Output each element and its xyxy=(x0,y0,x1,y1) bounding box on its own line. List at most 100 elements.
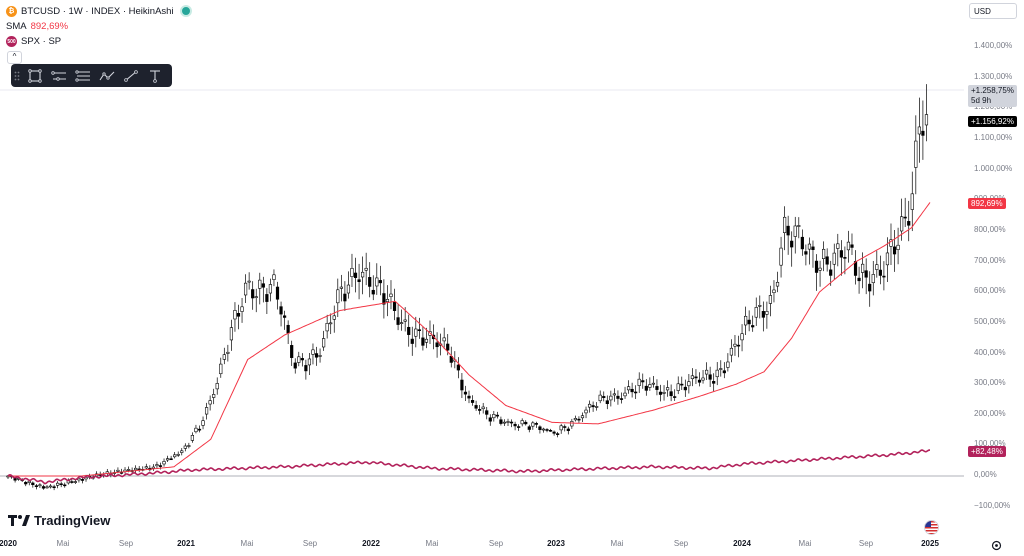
candle-body xyxy=(520,420,524,425)
candle-body xyxy=(790,240,794,248)
us-flag-icon[interactable] xyxy=(924,520,939,535)
drawing-toolbar xyxy=(11,64,172,87)
candle-body xyxy=(726,361,730,368)
candle-body xyxy=(839,250,843,258)
candle-body xyxy=(403,319,407,322)
candle-body xyxy=(339,286,343,289)
candle-body xyxy=(708,374,712,380)
candle-body xyxy=(747,319,751,325)
candle-body xyxy=(155,464,159,467)
candle-body xyxy=(538,426,542,430)
candle-body xyxy=(634,391,638,394)
candle-body xyxy=(300,358,304,361)
candle-body xyxy=(570,421,574,427)
sma-line xyxy=(8,202,931,477)
candle-body xyxy=(173,454,177,458)
candle-body xyxy=(907,221,911,226)
candle-body xyxy=(435,342,439,348)
candle-body xyxy=(59,483,63,486)
candle-body xyxy=(853,261,858,276)
gear-icon[interactable] xyxy=(991,538,1002,551)
symbol-legend[interactable]: ₿ BTCUSD · 1W · INDEX · HeikinAshi xyxy=(6,5,192,17)
candle-body xyxy=(474,405,478,409)
candle-body xyxy=(715,369,719,378)
time-axis-label: 2023 xyxy=(547,539,565,548)
candle-body xyxy=(680,383,684,386)
price-axis-label: 200,00% xyxy=(974,408,1006,418)
candle-body xyxy=(743,315,748,326)
spx-value-tag: +82,48% xyxy=(968,446,1006,457)
candle-body xyxy=(871,274,875,284)
candle-body xyxy=(226,351,230,354)
candle-body xyxy=(921,130,925,136)
trend-line-icon[interactable] xyxy=(119,64,143,87)
candle-body xyxy=(307,358,312,366)
candle-body xyxy=(375,277,379,287)
candle-body xyxy=(34,485,38,487)
compare-legend[interactable]: 500 SPX · SP xyxy=(6,36,61,47)
candle-body xyxy=(368,277,372,287)
candle-body xyxy=(353,272,358,278)
candle-body xyxy=(45,486,49,489)
collapse-legend-button[interactable]: ^ xyxy=(7,51,22,64)
candle-body xyxy=(382,293,386,305)
price-axis-label: 600,00% xyxy=(974,286,1006,296)
candle-body xyxy=(644,385,648,391)
currency-selector[interactable]: USD xyxy=(969,3,1017,19)
candle-body xyxy=(385,298,390,303)
candle-body xyxy=(665,387,670,391)
candle-body xyxy=(651,382,655,385)
candle-body xyxy=(212,394,216,398)
candle-body xyxy=(559,425,563,431)
candle-body xyxy=(261,283,265,288)
candle-body xyxy=(779,247,783,266)
candle-body xyxy=(251,289,255,299)
candle-body xyxy=(357,279,361,283)
price-axis-label: 1.400,00% xyxy=(974,41,1013,50)
candle-body xyxy=(602,396,606,398)
tradingview-logo[interactable]: TradingView xyxy=(8,513,110,528)
path-tool-icon[interactable] xyxy=(95,64,119,87)
candle-body xyxy=(900,216,904,232)
price-axis-label: 1.000,00% xyxy=(974,163,1013,173)
candle-body xyxy=(807,243,812,250)
candle-body xyxy=(704,369,709,375)
candle-body xyxy=(861,263,865,273)
price-axis-label: 0,00% xyxy=(974,470,997,480)
price-axis-label: 400,00% xyxy=(974,347,1006,357)
candle-body xyxy=(896,244,900,250)
candle-body xyxy=(885,252,890,266)
candle-body xyxy=(176,453,180,456)
candle-body xyxy=(499,419,503,424)
candle-body xyxy=(286,324,290,334)
time-axis-label: 2021 xyxy=(177,539,195,548)
time-axis-label: Sep xyxy=(858,539,874,548)
time-axis-label: Mai xyxy=(240,539,254,548)
candle-body xyxy=(548,429,553,432)
candle-body xyxy=(495,414,499,417)
rectangle-tool-icon[interactable] xyxy=(23,64,47,87)
candle-body xyxy=(517,426,521,428)
candle-body xyxy=(456,364,460,371)
candle-body xyxy=(506,421,510,423)
candle-body xyxy=(712,381,716,384)
ray-lines-icon[interactable] xyxy=(71,64,95,87)
candle-body xyxy=(258,279,262,289)
candle-body xyxy=(864,270,868,278)
candle-body xyxy=(247,280,251,283)
candle-body xyxy=(754,307,758,318)
candle-body xyxy=(527,426,531,430)
anchored-vwap-icon[interactable] xyxy=(143,64,167,87)
candle-body xyxy=(772,289,776,294)
bar-countdown: 5d 9h xyxy=(971,96,992,105)
candle-body xyxy=(857,277,861,282)
drag-handle-icon[interactable] xyxy=(11,64,23,87)
candle-body xyxy=(882,275,886,278)
candle-body xyxy=(73,481,77,483)
parallel-channel-icon[interactable] xyxy=(47,64,71,87)
candle-body xyxy=(687,381,691,387)
candle-body xyxy=(208,400,212,405)
candle-body xyxy=(825,256,829,265)
sma-legend[interactable]: SMA 892,69% xyxy=(6,21,68,32)
